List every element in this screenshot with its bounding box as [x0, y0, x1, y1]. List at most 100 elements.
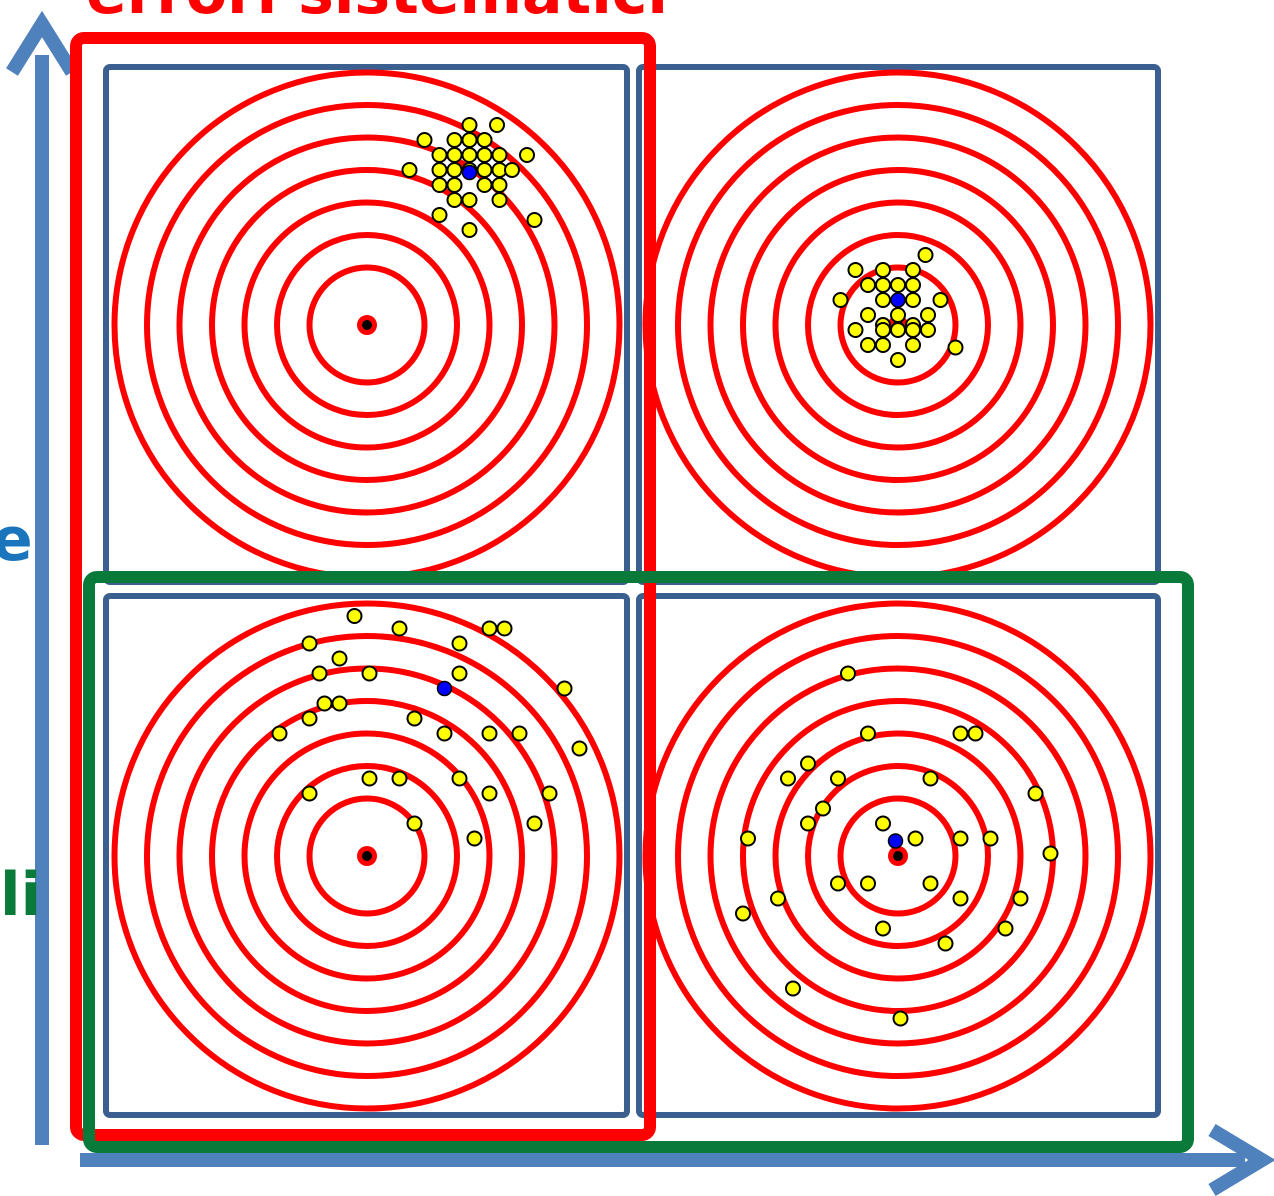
- shot-point: [890, 322, 906, 338]
- shot-point: [922, 875, 939, 892]
- shot-point: [875, 292, 891, 308]
- shot-point: [905, 337, 921, 353]
- shot-point: [431, 147, 448, 163]
- shot-point: [271, 725, 288, 742]
- shot-point: [476, 177, 493, 193]
- shot-point: [436, 725, 453, 742]
- mean-point: [887, 833, 904, 849]
- shot-point: [905, 292, 921, 308]
- shot-point: [967, 725, 984, 742]
- shot-point: [431, 207, 448, 223]
- horizontal-axis-arrowhead: [1208, 1123, 1274, 1196]
- shot-point: [446, 162, 463, 178]
- shot-point: [875, 920, 891, 937]
- target-bottom-left: [111, 600, 623, 1112]
- shot-point: [860, 307, 876, 323]
- shot-point: [922, 770, 939, 787]
- bullseye-center: [362, 320, 372, 330]
- shot-point: [875, 815, 891, 832]
- shot-point: [920, 307, 936, 323]
- shot-point: [892, 1010, 909, 1027]
- shot-point: [905, 322, 921, 338]
- shot-point: [401, 162, 418, 178]
- shot-point: [932, 292, 949, 308]
- target-ring: [274, 763, 460, 949]
- target-top-right: [642, 69, 1154, 581]
- target-ring: [740, 167, 1056, 483]
- mean-point: [461, 164, 478, 181]
- shot-point: [316, 695, 333, 712]
- shot-point: [905, 262, 921, 278]
- shot-point: [451, 665, 468, 682]
- shot-point: [997, 920, 1014, 937]
- shot-point: [952, 830, 969, 847]
- target-ring: [772, 730, 1024, 982]
- shot-point: [346, 608, 363, 624]
- shot-point: [391, 620, 408, 637]
- shot-point: [301, 785, 318, 802]
- shot-point: [847, 262, 864, 278]
- shot-point: [489, 117, 505, 133]
- target-ring: [675, 633, 1121, 1079]
- shot-point: [1027, 785, 1044, 802]
- shot-point: [920, 322, 936, 338]
- shot-point: [952, 890, 969, 907]
- shot-point: [511, 725, 528, 742]
- shot-point: [461, 117, 478, 133]
- mean-point: [436, 680, 453, 697]
- shot-point: [735, 905, 751, 922]
- shot-point: [780, 770, 796, 787]
- shot-point: [860, 337, 876, 353]
- shot-point: [526, 212, 543, 228]
- target-ring: [805, 763, 991, 949]
- shot-point: [461, 147, 478, 163]
- target-ring: [805, 232, 991, 418]
- shot-point: [800, 755, 816, 772]
- shot-point: [416, 132, 433, 148]
- shot-point: [446, 132, 463, 148]
- shot-point: [391, 770, 408, 787]
- target-ring: [274, 232, 460, 418]
- shot-point: [875, 277, 891, 293]
- shot-point: [446, 192, 463, 208]
- target-ring: [209, 167, 525, 483]
- shot-point: [875, 262, 891, 278]
- shot-point: [982, 830, 999, 847]
- target-ring: [209, 698, 525, 1014]
- shot-point: [361, 665, 378, 682]
- bullseye-center: [893, 851, 903, 861]
- shot-point: [431, 177, 448, 193]
- shot-point: [800, 815, 816, 832]
- shot-point: [331, 650, 348, 667]
- target-ring: [241, 199, 493, 451]
- shot-point: [556, 680, 573, 697]
- target-ring: [772, 199, 1024, 451]
- shot-point: [875, 322, 891, 338]
- shot-point: [476, 147, 493, 163]
- shot-point: [526, 815, 543, 832]
- panels: [103, 64, 1161, 1118]
- shot-point: [476, 162, 493, 178]
- shot-point: [860, 875, 876, 892]
- bullseye-center: [362, 851, 372, 861]
- shot-point: [875, 337, 891, 353]
- shot-point: [461, 192, 478, 208]
- target-ring: [707, 665, 1089, 1047]
- target-ring: [176, 134, 558, 516]
- shot-point: [890, 352, 906, 368]
- axes: [6, 10, 1274, 1196]
- shot-point: [519, 147, 535, 163]
- shot-point: [331, 695, 348, 712]
- shot-point: [785, 980, 801, 997]
- shot-point: [446, 147, 463, 163]
- target-ring: [306, 264, 428, 386]
- shot-point: [890, 277, 906, 293]
- shot-point: [830, 770, 846, 787]
- shot-point: [481, 725, 498, 742]
- target-ring: [144, 633, 590, 1079]
- systematic-error-frame: [70, 32, 656, 1141]
- random-error-frame: [83, 571, 1194, 1153]
- shot-point: [952, 725, 969, 742]
- shot-point: [830, 875, 846, 892]
- shot-point: [466, 830, 483, 847]
